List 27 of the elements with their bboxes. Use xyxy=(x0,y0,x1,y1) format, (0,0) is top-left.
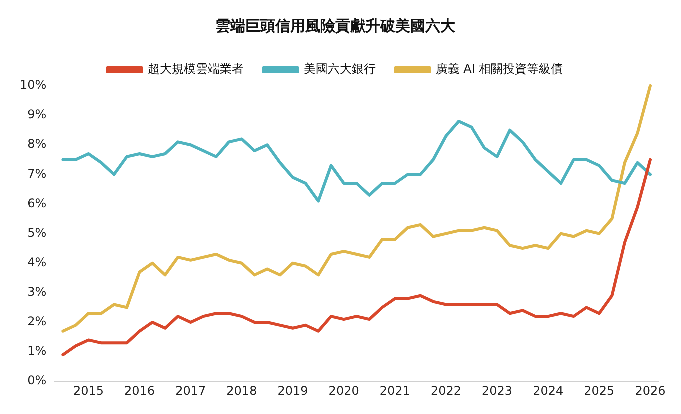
y-tick-label: 9% xyxy=(28,108,47,122)
x-tick-label: 2020 xyxy=(328,384,360,398)
x-tick-label: 2019 xyxy=(278,384,308,398)
y-tick-label: 10% xyxy=(20,78,47,92)
y-tick-label: 8% xyxy=(28,137,47,152)
x-tick-label: 2024 xyxy=(533,384,564,398)
x-tick-label: 2025 xyxy=(584,384,615,398)
x-tick-label: 2016 xyxy=(124,384,156,398)
x-tick-label: 2018 xyxy=(226,384,258,398)
x-tick-label: 2022 xyxy=(430,384,462,398)
y-tick-label: 6% xyxy=(28,196,47,210)
x-tick-label: 2026 xyxy=(635,384,666,398)
y-tick-label: 3% xyxy=(28,285,47,300)
x-tick-label: 2015 xyxy=(73,384,104,398)
legend-label: 超大規模雲端業者 xyxy=(148,62,244,76)
y-tick-label: 2% xyxy=(28,314,47,329)
y-tick-label: 0% xyxy=(28,374,47,388)
y-tick-label: 5% xyxy=(28,226,47,240)
legend-label: 美國六大銀行 xyxy=(304,62,376,76)
chart-title: 雲端巨頭信用風險貢獻升破美國六大 xyxy=(216,16,456,35)
y-tick-label: 4% xyxy=(28,255,47,270)
y-tick-label: 7% xyxy=(28,166,47,181)
y-tick-label: 1% xyxy=(28,344,47,358)
x-tick-label: 2023 xyxy=(482,384,513,398)
x-tick-label: 2021 xyxy=(380,384,410,398)
x-tick-label: 2017 xyxy=(176,384,206,398)
legend-label: 廣義 AI 相關投資等級債 xyxy=(436,62,564,76)
